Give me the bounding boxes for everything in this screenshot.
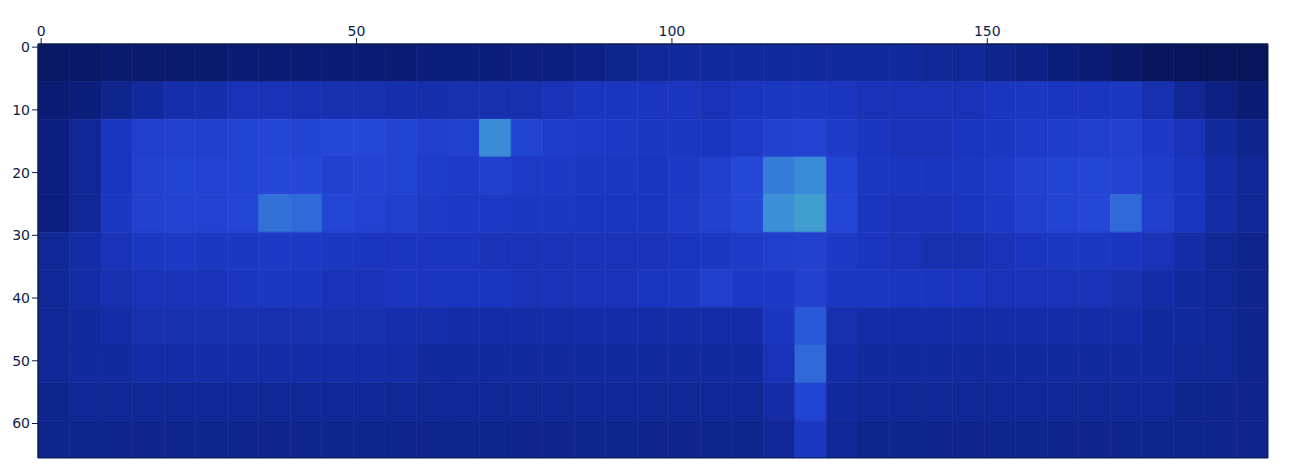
- svg-text:50: 50: [348, 23, 366, 39]
- svg-text:30: 30: [12, 227, 30, 243]
- svg-text:20: 20: [12, 165, 30, 181]
- svg-text:150: 150: [974, 23, 1001, 39]
- svg-text:40: 40: [12, 290, 30, 306]
- svg-text:50: 50: [12, 353, 30, 369]
- svg-text:60: 60: [12, 415, 30, 431]
- svg-text:0: 0: [21, 39, 30, 55]
- svg-text:10: 10: [12, 102, 30, 118]
- svg-text:0: 0: [37, 23, 46, 39]
- svg-text:100: 100: [659, 23, 686, 39]
